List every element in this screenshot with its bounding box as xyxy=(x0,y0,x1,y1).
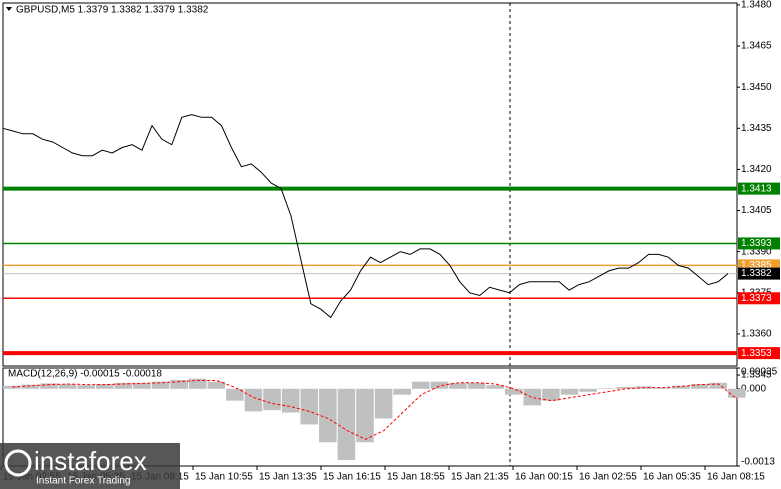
macd-bar xyxy=(58,384,77,389)
y-tick-label: 1.3360 xyxy=(741,329,772,340)
macd-bar xyxy=(151,381,170,389)
macd-bar xyxy=(690,384,709,389)
level-label: 1.3413 xyxy=(741,183,772,194)
y-tick-label: 1.3450 xyxy=(741,82,772,93)
macd-bar xyxy=(542,388,560,401)
macd-bar xyxy=(523,388,542,406)
y-tick-label: 0.00035 xyxy=(741,367,778,378)
y-tick-label: 0.000 xyxy=(741,383,766,394)
x-tick-label: 16 Jan 05:35 xyxy=(643,472,701,483)
macd-bar xyxy=(226,388,244,401)
macd-bar xyxy=(21,384,40,389)
x-tick-label: 15 Jan 21:35 xyxy=(451,472,509,483)
macd-bar xyxy=(430,381,449,389)
macd-title: MACD(12,26,9) -0.00015 -0.00018 xyxy=(8,369,162,380)
x-tick-label: 16 Jan 08:15 xyxy=(707,472,765,483)
price-line xyxy=(2,114,729,319)
watermark: instaforex Instant Forex Trading xyxy=(0,443,180,489)
y-tick-label: 1.3435 xyxy=(741,123,772,134)
macd-bar xyxy=(616,387,635,389)
macd-bar xyxy=(77,385,95,389)
macd-bar xyxy=(653,387,672,389)
macd-bar xyxy=(207,381,226,389)
macd-bar xyxy=(133,382,151,389)
macd-bar xyxy=(449,382,467,389)
macd-bar xyxy=(709,382,727,389)
level-tag xyxy=(738,182,780,195)
watermark-tagline: Instant Forex Trading xyxy=(36,476,131,487)
level-label: 1.3382 xyxy=(741,268,772,279)
macd-bar xyxy=(467,382,486,389)
y-tick-label: 1.3465 xyxy=(741,41,772,52)
y-tick-label: -0.0013 xyxy=(741,457,775,468)
macd-bar xyxy=(411,381,430,389)
x-tick-label: 16 Jan 02:55 xyxy=(579,472,637,483)
x-tick-label: 15 Jan 10:55 xyxy=(195,472,253,483)
price-panel xyxy=(2,2,738,367)
x-tick-label: 15 Jan 18:55 xyxy=(387,472,445,483)
level-label: 1.3385 xyxy=(741,260,772,271)
macd-bar xyxy=(95,384,114,389)
chart-title: GBPUSD,M5 1.3379 1.3382 1.3379 1.3382 xyxy=(16,5,209,16)
x-tick-label: 15 Jan 16:15 xyxy=(323,472,381,483)
macd-bar xyxy=(579,388,597,392)
macd-bar xyxy=(188,378,207,389)
macd-bar xyxy=(114,382,133,389)
macd-panel xyxy=(2,367,738,467)
macd-bar xyxy=(504,388,523,395)
macd-bar xyxy=(356,388,374,443)
macd-bar xyxy=(319,388,337,443)
macd-bar xyxy=(374,388,393,419)
macd-bar xyxy=(263,388,281,411)
macd-bar xyxy=(486,385,504,389)
level-tag xyxy=(738,237,780,250)
macd-bar xyxy=(337,388,356,461)
x-tick-label: 15 Jan 13:35 xyxy=(259,472,317,483)
macd-bar xyxy=(40,383,58,389)
macd-bar xyxy=(728,388,746,398)
y-tick-label: 1.3345 xyxy=(741,370,772,381)
macd-bar xyxy=(3,385,21,389)
level-tag xyxy=(738,292,780,305)
level-label: 1.3353 xyxy=(741,348,772,359)
watermark-brand: instaforex xyxy=(34,446,147,476)
watermark-logo xyxy=(4,449,32,477)
macd-bar xyxy=(244,388,263,412)
menu-arrow xyxy=(6,7,12,11)
y-tick-label: 1.3420 xyxy=(741,164,772,175)
y-tick-label: 1.3480 xyxy=(741,0,772,11)
y-tick-label: 1.3405 xyxy=(741,205,772,216)
macd-bar xyxy=(170,379,188,389)
level-label: 1.3373 xyxy=(741,293,772,304)
macd-bar xyxy=(300,388,319,425)
signal-line xyxy=(12,380,738,440)
level-tag xyxy=(738,347,780,360)
macd-bar xyxy=(560,388,579,395)
x-tick-label: 16 Jan 00:15 xyxy=(515,472,573,483)
macd-bar xyxy=(281,388,300,413)
level-label: 1.3393 xyxy=(741,238,772,249)
macd-bar xyxy=(672,385,690,389)
macd-bar xyxy=(597,388,616,389)
macd-bar xyxy=(393,388,411,395)
y-tick-label: 1.3390 xyxy=(741,246,772,257)
level-tag xyxy=(738,267,780,280)
